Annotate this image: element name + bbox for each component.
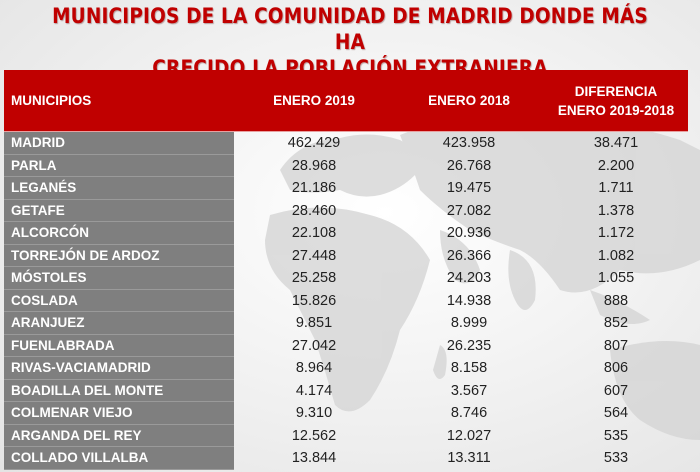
municipio-cell: RIVAS-VACIAMADRID: [4, 357, 234, 380]
enero-2019-cell: 21.186: [291, 180, 337, 197]
table-row: GETAFE 28.460 27.082 1.378: [4, 199, 688, 222]
table-row: RIVAS-VACIAMADRID 8.964 8.158 806: [4, 357, 688, 380]
diferencia-cell: 806: [603, 360, 629, 377]
table-row: COLMENAR VIEJO 9.310 8.746 564: [4, 402, 688, 425]
table-row: ARANJUEZ 9.851 8.999 852: [4, 312, 688, 335]
enero-2018-cell: 27.082: [446, 202, 492, 219]
title-line-1: MUNICIPIOS DE LA COMUNIDAD DE MADRID DON…: [52, 4, 648, 55]
table-row: ARGANDA DEL REY 12.562 12.027 535: [4, 424, 688, 447]
table-row: LEGANÉS 21.186 19.475 1.711: [4, 177, 688, 200]
municipio-cell: MÓSTOLES: [4, 267, 234, 290]
municipio-cell: LEGANÉS: [4, 177, 234, 200]
diferencia-cell: 888: [603, 292, 629, 309]
table-row: PARLA 28.968 26.768 2.200: [4, 154, 688, 177]
enero-2018-cell: 8.746: [450, 405, 488, 422]
enero-2018-cell: 423.958: [442, 135, 496, 152]
diferencia-cell: 1.082: [597, 247, 635, 264]
municipio-cell: COLLADO VILLALBA: [4, 447, 234, 470]
header-diferencia-line1: DIFERENCIA: [574, 83, 658, 99]
enero-2019-cell: 12.562: [291, 427, 337, 444]
diferencia-cell: 1.055: [597, 270, 635, 287]
municipio-cell: ALCORCÓN: [4, 222, 234, 245]
table-row: COLLADO VILLALBA 13.844 13.311 533: [4, 447, 688, 470]
enero-2018-cell: 19.475: [446, 180, 492, 197]
diferencia-cell: 852: [603, 315, 629, 332]
enero-2019-cell: 27.448: [291, 247, 337, 264]
table-row: COSLADA 15.826 14.938 888: [4, 289, 688, 312]
header-enero-2018: ENERO 2018: [428, 93, 510, 108]
enero-2018-cell: 26.768: [446, 157, 492, 174]
enero-2018-cell: 26.235: [446, 337, 492, 354]
header-municipios: MUNICIPIOS: [11, 93, 92, 108]
diferencia-cell: 38.471: [593, 135, 639, 152]
municipio-cell: MADRID: [4, 132, 234, 155]
enero-2018-cell: 24.203: [446, 270, 492, 287]
enero-2019-cell: 27.042: [291, 337, 337, 354]
table-row: TORREJÓN DE ARDOZ 27.448 26.366 1.082: [4, 244, 688, 267]
enero-2018-cell: 13.311: [447, 450, 491, 467]
enero-2019-cell: 15.826: [291, 292, 337, 309]
diferencia-cell: 535: [603, 427, 629, 444]
enero-2019-cell: 4.174: [295, 382, 333, 399]
enero-2018-cell: 8.158: [450, 360, 488, 377]
enero-2019-cell: 462.429: [287, 135, 341, 152]
diferencia-cell: 533: [603, 450, 629, 467]
diferencia-cell: 607: [603, 382, 629, 399]
table-row: FUENLABRADA 27.042 26.235 807: [4, 334, 688, 357]
enero-2018-cell: 3.567: [450, 382, 488, 399]
enero-2019-cell: 13.844: [291, 450, 337, 467]
enero-2018-cell: 14.938: [446, 292, 492, 309]
enero-2019-cell: 25.258: [291, 270, 337, 287]
header-diferencia-line2: ENERO 2019-2018: [557, 102, 675, 118]
enero-2019-cell: 22.108: [291, 225, 337, 242]
municipio-cell: ARGANDA DEL REY: [4, 424, 234, 447]
municipio-cell: GETAFE: [4, 199, 234, 222]
table-row: MÓSTOLES 25.258 24.203 1.055: [4, 267, 688, 290]
table-body: MADRID 462.429 423.958 38.471 PARLA 28.968 26.…: [4, 132, 688, 470]
diferencia-cell: 564: [603, 405, 629, 422]
table-row: ALCORCÓN 22.108 20.936 1.172: [4, 222, 688, 245]
diferencia-cell: 1.172: [597, 225, 635, 242]
diferencia-cell: 1.378: [597, 202, 635, 219]
municipio-cell: ARANJUEZ: [4, 312, 234, 335]
enero-2019-cell: 9.851: [295, 315, 333, 332]
enero-2018-cell: 26.366: [446, 247, 492, 264]
municipio-cell: TORREJÓN DE ARDOZ: [4, 244, 234, 267]
table-header: MUNICIPIOS ENERO 2019 ENERO 2018 DIFEREN…: [4, 70, 688, 132]
enero-2019-cell: 8.964: [295, 360, 333, 377]
municipio-cell: COSLADA: [4, 289, 234, 312]
municipio-cell: FUENLABRADA: [4, 334, 234, 357]
enero-2019-cell: 28.460: [291, 202, 337, 219]
enero-2019-cell: 28.968: [291, 157, 337, 174]
header-diferencia: DIFERENCIA ENERO 2019-2018: [544, 82, 688, 120]
enero-2018-cell: 8.999: [450, 315, 488, 332]
municipio-cell: PARLA: [4, 154, 234, 177]
enero-2018-cell: 12.027: [446, 427, 492, 444]
diferencia-cell: 2.200: [597, 157, 635, 174]
municipio-cell: COLMENAR VIEJO: [4, 402, 234, 425]
table-row: BOADILLA DEL MONTE 4.174 3.567 607: [4, 379, 688, 402]
enero-2019-cell: 9.310: [295, 405, 333, 422]
diferencia-cell: 1.711: [598, 180, 634, 197]
population-table: MUNICIPIOS ENERO 2019 ENERO 2018 DIFEREN…: [4, 70, 688, 470]
municipio-cell: BOADILLA DEL MONTE: [4, 379, 234, 402]
header-enero-2019: ENERO 2019: [273, 93, 355, 108]
enero-2018-cell: 20.936: [446, 225, 492, 242]
table-row: MADRID 462.429 423.958 38.471: [4, 132, 688, 155]
diferencia-cell: 807: [603, 337, 629, 354]
